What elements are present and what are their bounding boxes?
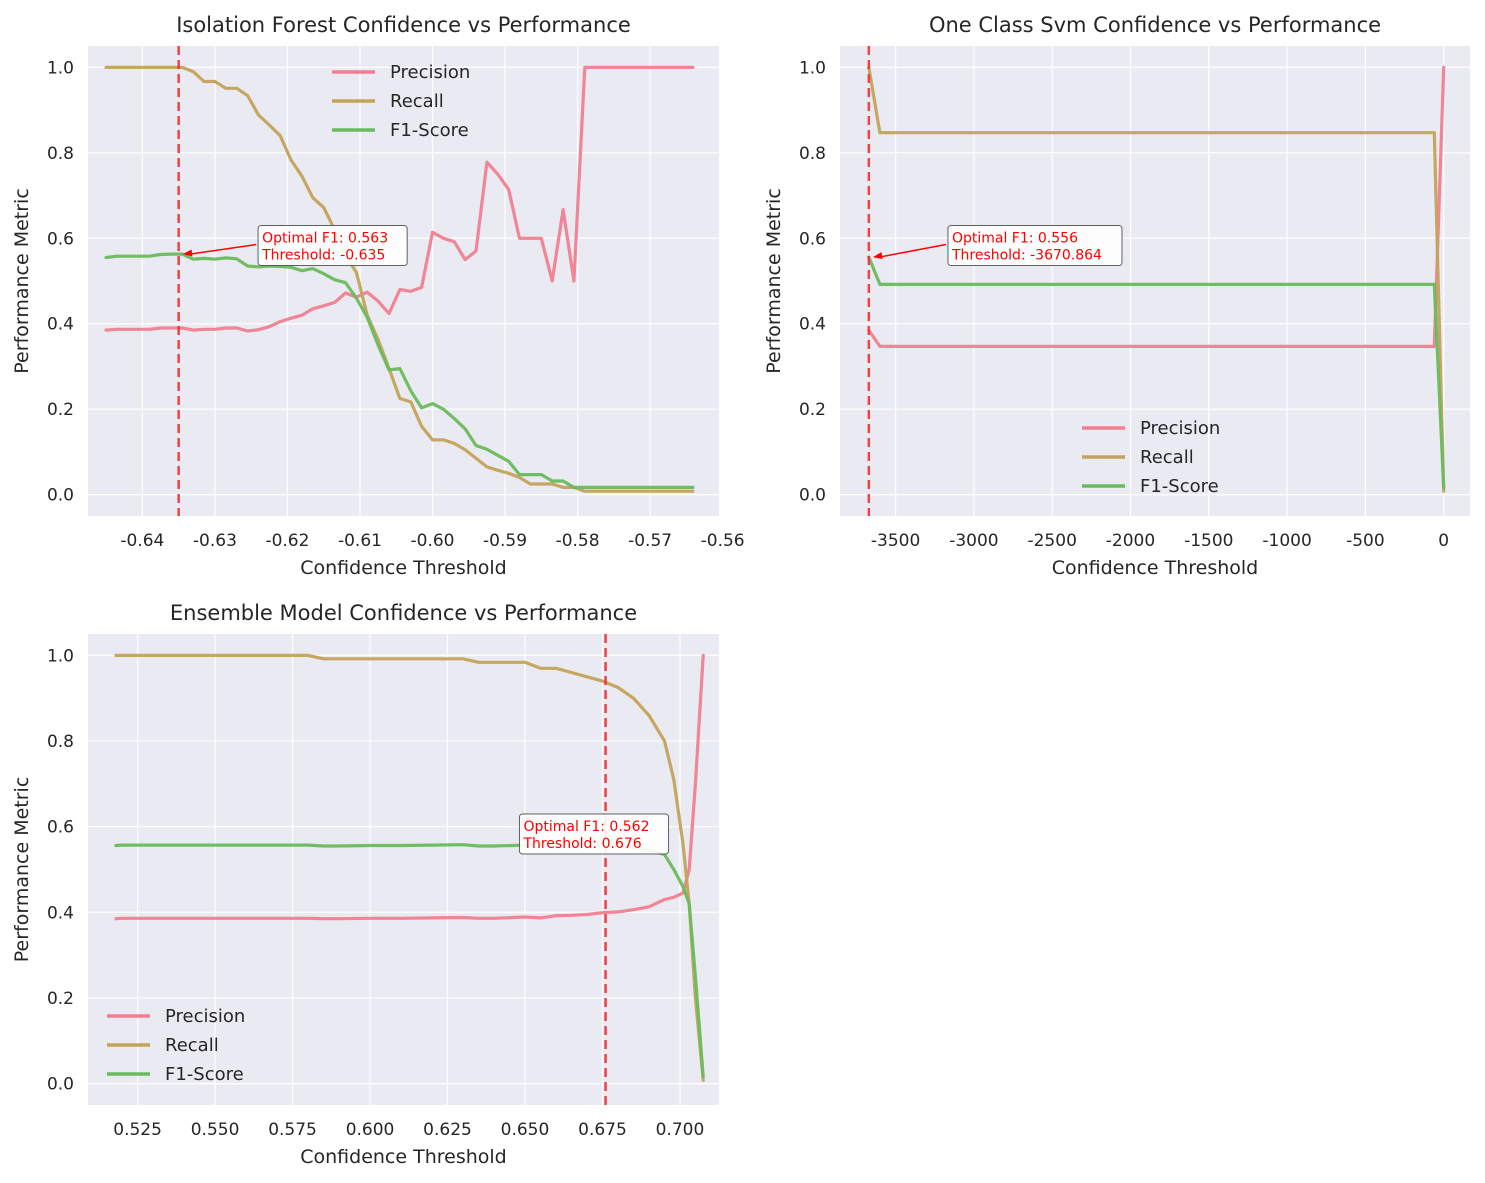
annotation-arrow-shaft xyxy=(186,243,257,256)
y-axis-label: Performance Metric xyxy=(11,777,33,963)
x-axis-label: Confidence Threshold xyxy=(300,1146,507,1168)
x-tick-label: 0.550 xyxy=(191,1120,240,1140)
series-line-precision xyxy=(114,653,705,921)
y-tick-label: 0.6 xyxy=(47,229,74,249)
x-tick-label: -0.57 xyxy=(628,531,672,551)
x-tick-label: -0.62 xyxy=(265,531,309,551)
y-tick-label: 0.0 xyxy=(47,486,74,506)
legend-label-f1-score: F1-Score xyxy=(390,120,469,141)
x-tick-label: 0.675 xyxy=(578,1120,627,1140)
chart-title: Isolation Forest Confidence vs Performan… xyxy=(176,13,631,37)
legend-label-precision: Precision xyxy=(165,1006,245,1027)
x-tick-label: 0.575 xyxy=(268,1120,317,1140)
series-line-f1-score xyxy=(104,252,695,489)
y-tick-label: 1.0 xyxy=(799,58,826,78)
series-line-f1-score xyxy=(867,255,1446,490)
plot-area xyxy=(88,46,719,516)
x-axis-label: Confidence Threshold xyxy=(1052,557,1259,579)
series-line-recall xyxy=(867,65,1446,493)
y-tick-label: 0.8 xyxy=(799,144,826,164)
x-tick-label: -0.59 xyxy=(483,531,527,551)
x-tick-label: -3000 xyxy=(949,531,998,551)
y-tick-label: 1.0 xyxy=(47,646,74,666)
y-axis-label: Performance Metric xyxy=(763,188,785,374)
annotation-line-1: Optimal F1: 0.556 xyxy=(952,231,1078,247)
y-tick-label: 0.2 xyxy=(47,989,74,1009)
chart-panel-2: -3500 -3000 -2500 -2000 -1500 -1000 -500 0 0.0 0.… xyxy=(763,13,1470,579)
y-tick-label: 0.8 xyxy=(47,144,74,164)
y-tick-label: 0.8 xyxy=(47,732,74,752)
annotation-arrow-head xyxy=(182,249,193,257)
x-tick-label: -1000 xyxy=(1262,531,1311,551)
legend: Precision Recall F1-Score xyxy=(332,62,470,141)
annotation-box xyxy=(257,225,408,267)
series-line-precision xyxy=(867,65,1446,348)
y-tick-label: 0.2 xyxy=(799,400,826,420)
chart-panel-1: -0.64 -0.63 -0.62 -0.61 -0.60 -0.59 -0.58 -0.57… xyxy=(11,13,745,579)
chart-panel-3: 0.525 0.550 0.575 0.600 0.625 0.650 0.675 0.700… xyxy=(11,601,719,1168)
legend-label-recall: Recall xyxy=(165,1035,219,1056)
y-tick-label: 0.0 xyxy=(799,486,826,506)
y-tick-label: 0.2 xyxy=(47,400,74,420)
annotation-line-1: Optimal F1: 0.563 xyxy=(262,231,388,247)
legend-label-recall: Recall xyxy=(390,91,444,112)
annotation-box xyxy=(947,225,1123,267)
legend: Precision Recall F1-Score xyxy=(1082,418,1220,497)
x-axis-label: Confidence Threshold xyxy=(300,557,507,579)
x-tick-label: 0.700 xyxy=(656,1120,705,1140)
annotation-box xyxy=(518,813,670,855)
y-tick-label: 0.4 xyxy=(47,903,74,923)
series-line-recall xyxy=(114,653,705,1082)
plot-area xyxy=(88,634,719,1105)
x-tick-label: -0.58 xyxy=(556,531,600,551)
y-tick-label: 0.4 xyxy=(799,315,826,335)
legend-label-f1-score: F1-Score xyxy=(1140,476,1219,497)
y-tick-label: 1.0 xyxy=(47,58,74,78)
x-tick-label: 0.525 xyxy=(113,1120,162,1140)
x-tick-label: -3500 xyxy=(871,531,920,551)
x-tick-label: -2500 xyxy=(1027,531,1076,551)
x-tick-label: -0.56 xyxy=(701,531,745,551)
x-tick-label: -0.63 xyxy=(193,531,237,551)
legend-label-precision: Precision xyxy=(1140,418,1220,439)
annotation-arrow-head xyxy=(872,252,883,259)
annotation-arrow-shaft xyxy=(876,243,947,259)
y-tick-label: 0.6 xyxy=(799,229,826,249)
plot-area xyxy=(840,46,1470,516)
y-tick-label: 0.6 xyxy=(47,818,74,838)
x-tick-label: 0.600 xyxy=(346,1120,395,1140)
legend-label-f1-score: F1-Score xyxy=(165,1064,244,1085)
annotation-line-1: Optimal F1: 0.562 xyxy=(523,819,649,835)
annotation-line-2: Threshold: -0.635 xyxy=(261,248,385,264)
y-axis-label: Performance Metric xyxy=(11,188,33,374)
chart-title: One Class Svm Confidence vs Performance xyxy=(929,13,1381,37)
chart-title: Ensemble Model Confidence vs Performance xyxy=(170,601,637,625)
series-line-recall xyxy=(104,65,695,493)
x-tick-label: -2000 xyxy=(1106,531,1155,551)
x-tick-label: 0.650 xyxy=(501,1120,550,1140)
annotation-line-2: Threshold: -3670.864 xyxy=(951,248,1102,264)
x-tick-label: 0.625 xyxy=(423,1120,472,1140)
y-tick-label: 0.0 xyxy=(47,1075,74,1095)
x-tick-label: -0.61 xyxy=(338,531,382,551)
legend-label-recall: Recall xyxy=(1140,447,1194,468)
x-tick-label: -500 xyxy=(1346,531,1385,551)
annotation-line-2: Threshold: 0.676 xyxy=(522,836,641,852)
series-line-precision xyxy=(104,65,695,333)
x-tick-label: 0 xyxy=(1438,531,1449,551)
x-tick-label: -0.64 xyxy=(120,531,164,551)
x-tick-label: -0.60 xyxy=(411,531,455,551)
x-tick-label: -1500 xyxy=(1184,531,1233,551)
legend: Precision Recall F1-Score xyxy=(107,1006,245,1085)
y-tick-label: 0.4 xyxy=(47,315,74,335)
legend-label-precision: Precision xyxy=(390,62,470,83)
